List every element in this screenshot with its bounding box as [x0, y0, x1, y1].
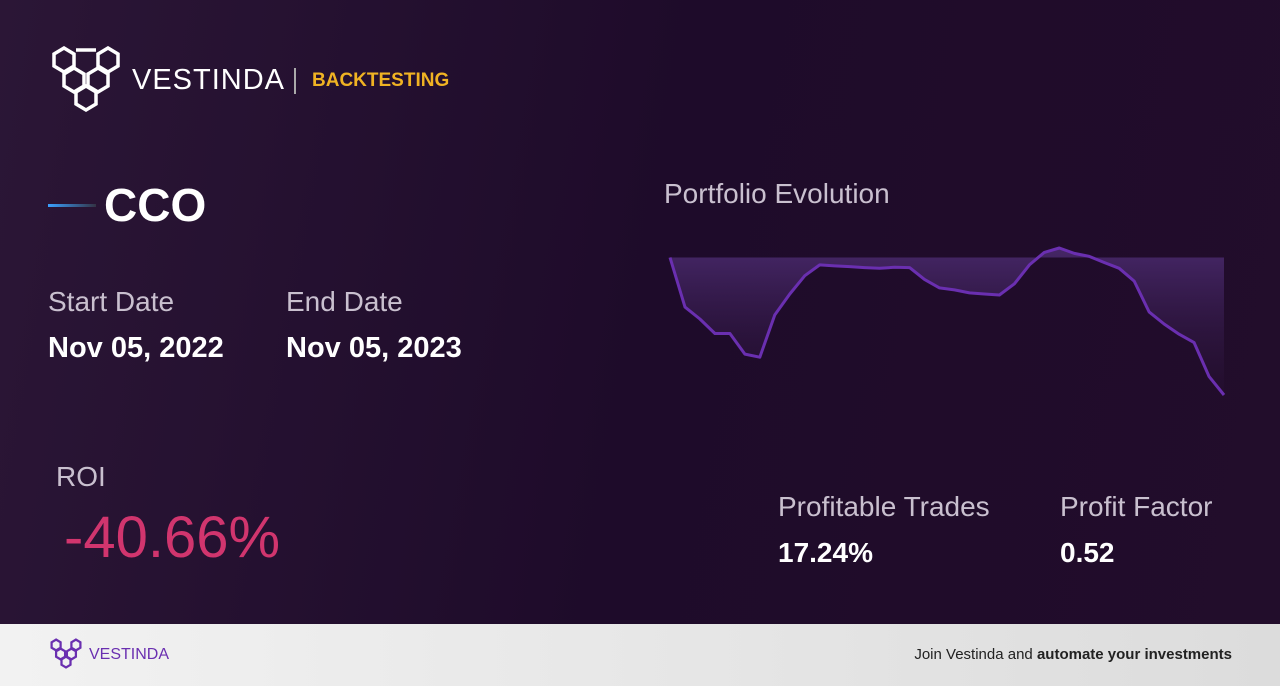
footer-brand: VESTINDA — [89, 646, 170, 663]
logo — [52, 46, 120, 113]
start-label: Start Date — [48, 286, 175, 317]
section-tag: BACKTESTING — [312, 70, 450, 91]
cta-bold: automate your investments — [1036, 646, 1232, 663]
area — [670, 248, 1224, 395]
stat-label: Profitable Trades — [778, 491, 990, 522]
start-value: Nov 05, 2022 — [48, 332, 224, 364]
end-value: Nov 05, 2023 — [286, 332, 462, 364]
stat-value: 17.24% — [778, 537, 873, 568]
divider — [294, 68, 296, 94]
roi-value: -40.66% — [64, 505, 281, 570]
sparkline — [668, 246, 1226, 396]
roi-label: ROI — [56, 461, 106, 492]
footer: VESTINDA Join Vestinda and automate your… — [0, 624, 1280, 686]
chart-title: Portfolio Evolution — [664, 178, 890, 209]
end-label: End Date — [286, 286, 403, 317]
footer-logo — [50, 638, 82, 669]
cta-plain: Join Vestinda and — [914, 646, 1033, 663]
ticker-icon — [48, 204, 96, 207]
ticker: CCO — [104, 179, 207, 231]
footer-cta: Join Vestinda and automate your investme… — [914, 646, 1232, 663]
stat-value: 0.52 — [1060, 537, 1115, 568]
stat-label: Profit Factor — [1060, 491, 1213, 522]
brand: VESTINDA — [132, 64, 286, 96]
line — [668, 246, 1226, 396]
